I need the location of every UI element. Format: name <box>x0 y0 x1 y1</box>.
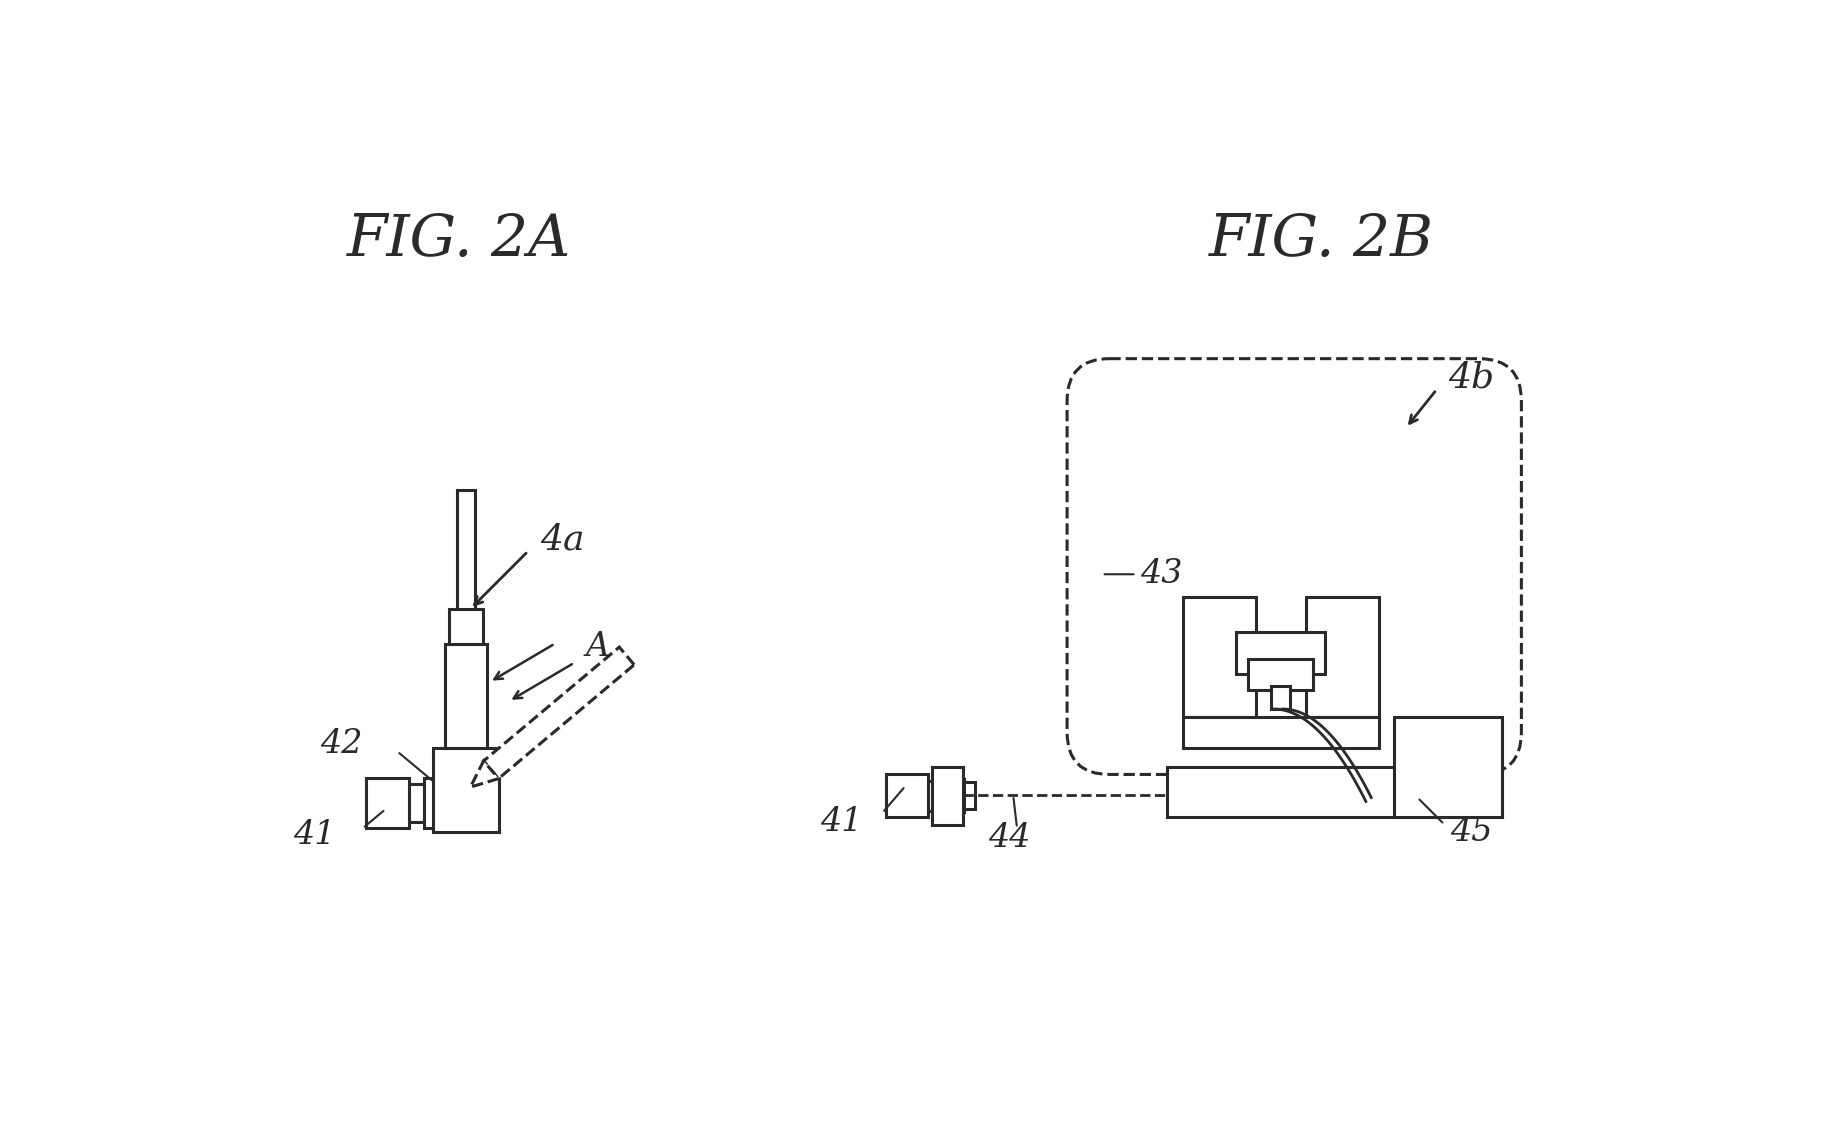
Text: 4a: 4a <box>539 522 584 556</box>
Text: A: A <box>585 632 610 663</box>
Text: 41: 41 <box>820 807 863 838</box>
Bar <box>1394 716 1502 817</box>
Bar <box>1167 767 1502 817</box>
Text: 45: 45 <box>1450 817 1492 848</box>
Bar <box>929 781 942 811</box>
Bar <box>366 778 408 828</box>
Bar <box>449 609 484 644</box>
Bar <box>964 782 975 809</box>
Bar <box>458 490 475 609</box>
Bar <box>955 779 964 812</box>
Bar <box>1249 659 1313 689</box>
Text: 44: 44 <box>988 821 1031 854</box>
Bar <box>436 783 447 823</box>
Bar <box>1271 686 1291 710</box>
Bar <box>454 786 469 821</box>
Bar <box>445 644 488 748</box>
Bar <box>434 748 499 832</box>
Bar <box>1236 632 1324 675</box>
Text: 41: 41 <box>294 819 336 851</box>
Bar <box>1182 716 1380 748</box>
Bar <box>425 778 436 828</box>
Polygon shape <box>484 647 634 778</box>
Text: 42: 42 <box>320 728 362 759</box>
FancyBboxPatch shape <box>1068 359 1522 775</box>
Text: 4b: 4b <box>1448 361 1494 395</box>
Bar <box>1182 598 1256 716</box>
Bar <box>408 784 425 822</box>
Bar <box>933 767 962 825</box>
Text: FIG. 2B: FIG. 2B <box>1208 212 1433 268</box>
Bar <box>1306 598 1380 716</box>
Bar <box>887 775 929 817</box>
Bar <box>942 775 955 817</box>
Bar <box>447 779 454 827</box>
Polygon shape <box>471 761 499 787</box>
Text: FIG. 2A: FIG. 2A <box>347 212 571 268</box>
Text: 43: 43 <box>1140 558 1182 590</box>
